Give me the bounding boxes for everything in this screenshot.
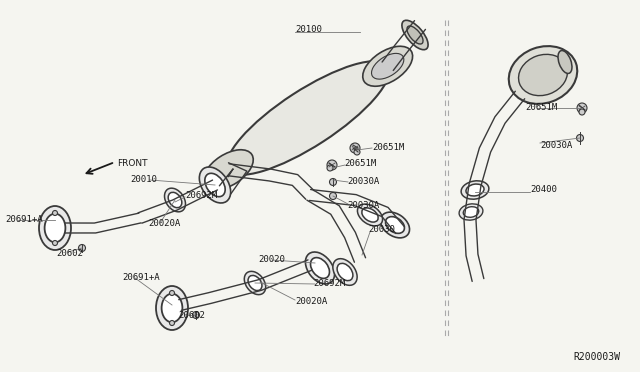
Circle shape: [170, 291, 175, 295]
Text: 20602: 20602: [178, 311, 205, 321]
Text: FRONT: FRONT: [117, 158, 147, 167]
Text: 20692M: 20692M: [313, 279, 345, 288]
Ellipse shape: [45, 214, 65, 242]
Ellipse shape: [407, 26, 423, 44]
Text: 20100: 20100: [295, 26, 322, 35]
Circle shape: [354, 149, 360, 155]
Ellipse shape: [244, 271, 266, 295]
Ellipse shape: [385, 217, 404, 233]
Text: 20651M: 20651M: [344, 160, 376, 169]
Text: 20651M: 20651M: [525, 103, 557, 112]
Circle shape: [52, 241, 58, 246]
Ellipse shape: [463, 207, 479, 217]
Text: 20020: 20020: [258, 254, 285, 263]
Text: 20030A: 20030A: [347, 176, 380, 186]
Ellipse shape: [164, 188, 186, 212]
Text: 20692M: 20692M: [185, 190, 217, 199]
Ellipse shape: [518, 54, 568, 96]
Ellipse shape: [333, 259, 357, 285]
Text: 20030A: 20030A: [540, 141, 572, 150]
Ellipse shape: [156, 286, 188, 330]
Ellipse shape: [227, 61, 389, 175]
Ellipse shape: [248, 275, 262, 291]
Ellipse shape: [459, 204, 483, 220]
Ellipse shape: [509, 46, 577, 104]
Text: R200003W: R200003W: [573, 352, 620, 362]
Text: 20030A: 20030A: [347, 201, 380, 209]
Ellipse shape: [204, 150, 253, 190]
Circle shape: [350, 143, 360, 153]
Ellipse shape: [362, 208, 378, 222]
Ellipse shape: [199, 167, 230, 203]
Text: 20651M: 20651M: [372, 142, 404, 151]
Circle shape: [170, 321, 175, 326]
Ellipse shape: [466, 184, 484, 196]
Circle shape: [577, 103, 587, 113]
Ellipse shape: [380, 212, 410, 238]
Ellipse shape: [168, 192, 182, 208]
Circle shape: [330, 192, 337, 199]
Ellipse shape: [402, 20, 428, 50]
Text: 20020A: 20020A: [148, 219, 180, 228]
Ellipse shape: [305, 252, 335, 284]
Circle shape: [327, 160, 337, 170]
Ellipse shape: [337, 263, 353, 280]
Circle shape: [330, 179, 337, 186]
Text: 20602: 20602: [56, 248, 83, 257]
Circle shape: [79, 244, 86, 251]
Text: 20030: 20030: [368, 225, 395, 234]
Ellipse shape: [205, 173, 225, 197]
Circle shape: [327, 165, 333, 171]
Ellipse shape: [357, 204, 383, 226]
Circle shape: [52, 211, 58, 215]
Ellipse shape: [371, 54, 404, 79]
Ellipse shape: [363, 46, 413, 86]
Text: 20010: 20010: [130, 174, 157, 183]
Ellipse shape: [161, 294, 182, 322]
Text: 20691+A: 20691+A: [122, 273, 159, 282]
Circle shape: [577, 135, 584, 141]
Text: 20020A: 20020A: [295, 296, 327, 305]
Text: 20691+A: 20691+A: [5, 215, 43, 224]
Ellipse shape: [461, 181, 489, 199]
Circle shape: [193, 311, 200, 318]
Text: 20400: 20400: [530, 186, 557, 195]
Ellipse shape: [39, 206, 71, 250]
Ellipse shape: [558, 51, 572, 73]
Ellipse shape: [310, 257, 330, 278]
Circle shape: [579, 109, 585, 115]
